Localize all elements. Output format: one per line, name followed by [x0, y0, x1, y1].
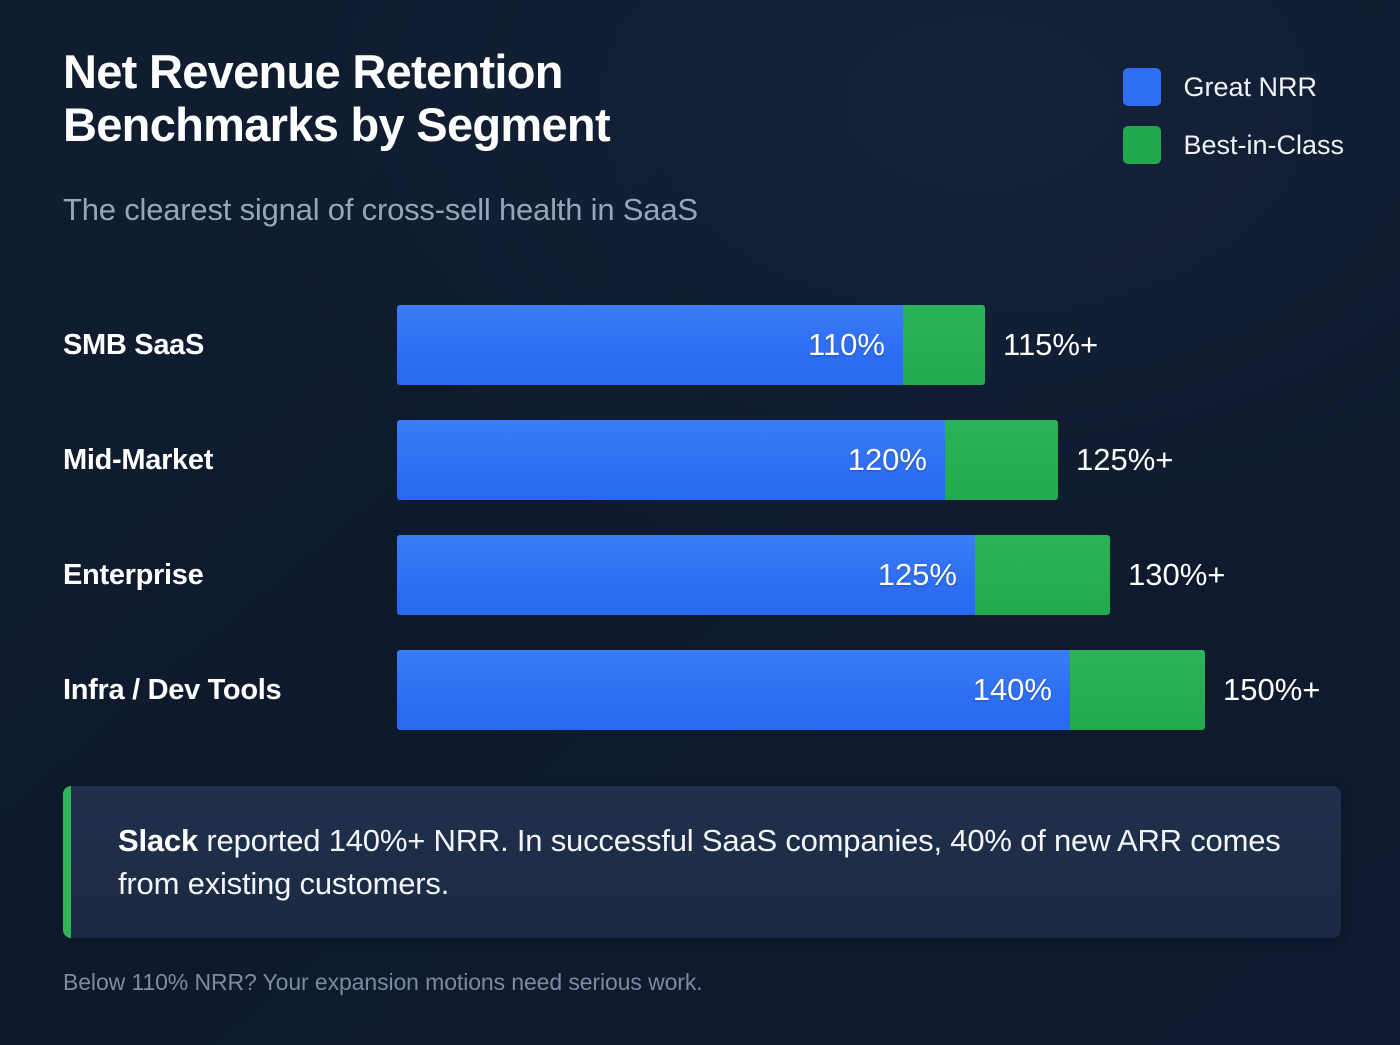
bar-segment-best-in-class [1070, 650, 1205, 730]
bar-segment-best-in-class [945, 420, 1058, 500]
bar-total-label: 130%+ [1128, 557, 1226, 592]
bar-segment-great-nrr: 120% [397, 420, 945, 500]
bar-segment-great-nrr: 125% [397, 535, 975, 615]
bar-track: 125% [397, 535, 1110, 615]
bar-total-label: 115%+ [1003, 327, 1099, 362]
category-label: Mid-Market [63, 444, 214, 476]
bar-segment-great-nrr: 140% [397, 650, 1070, 730]
bar-track: 110% [397, 305, 985, 385]
callout-body: reported 140%+ NRR. In successful SaaS c… [118, 822, 1281, 901]
legend-swatch-icon [1123, 68, 1162, 106]
bar-total-label: 150%+ [1223, 672, 1321, 707]
chart-legend: Great NRR Best-in-Class [1123, 68, 1344, 164]
legend-item-label: Great NRR [1183, 71, 1317, 102]
bar-total-label: 125%+ [1076, 442, 1174, 477]
bar-segment-best-in-class [903, 305, 985, 385]
bar-value-label: 140% [972, 672, 1052, 707]
bar-value-label: 120% [847, 442, 927, 477]
page-title: Net Revenue Retention Benchmarks by Segm… [63, 45, 611, 151]
callout-box: Slack reported 140%+ NRR. In successful … [63, 786, 1341, 938]
bar-value-label: 125% [877, 557, 957, 592]
legend-item-label: Best-in-Class [1183, 129, 1344, 160]
bar-value-label: 110% [808, 327, 885, 362]
legend-item: Best-in-Class [1123, 126, 1344, 164]
bar-segment-best-in-class [975, 535, 1110, 615]
callout-accent-bar [63, 786, 71, 938]
callout-lead: Slack [118, 822, 199, 858]
bar-track: 120% [397, 420, 1058, 500]
footer-note: Below 110% NRR? Your expansion motions n… [63, 969, 703, 995]
legend-item: Great NRR [1123, 68, 1317, 106]
legend-swatch-icon [1123, 126, 1162, 164]
category-label: SMB SaaS [63, 329, 205, 361]
page-subtitle: The clearest signal of cross-sell health… [63, 192, 698, 227]
category-label: Infra / Dev Tools [63, 674, 282, 706]
category-label: Enterprise [63, 559, 204, 591]
callout-text: Slack reported 140%+ NRR. In successful … [63, 819, 1341, 906]
bar-track: 140% [397, 650, 1205, 730]
bar-segment-great-nrr: 110% [397, 305, 903, 385]
